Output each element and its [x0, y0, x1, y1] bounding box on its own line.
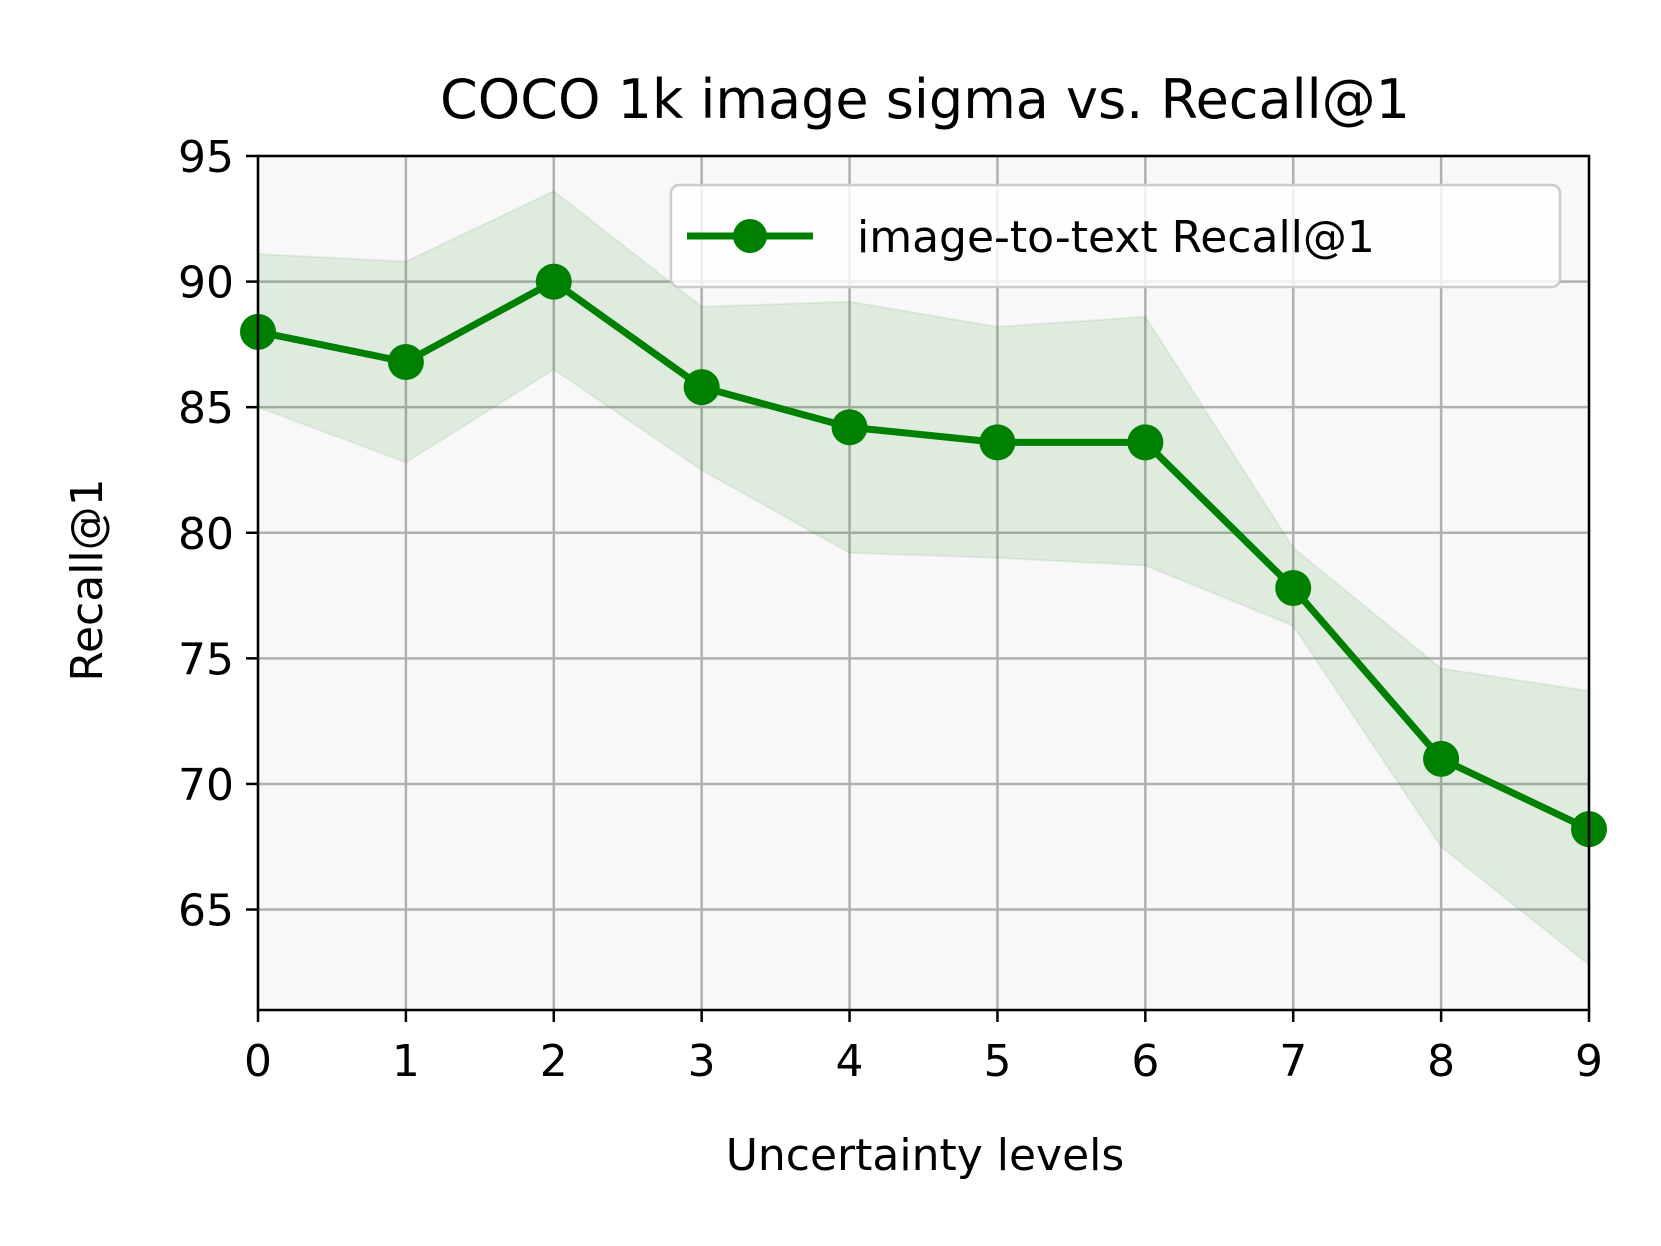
legend-marker-swatch	[733, 219, 767, 253]
legend-entry-label: image-to-text Recall@1	[857, 212, 1375, 263]
x-tick-label: 6	[1131, 1036, 1159, 1087]
y-tick-label: 90	[178, 258, 234, 309]
legend-box	[669, 183, 1562, 289]
x-tick-label: 9	[1575, 1036, 1603, 1087]
y-tick-label: 70	[178, 760, 234, 811]
x-axis-label: Uncertainty levels	[726, 1130, 1125, 1181]
data-point	[1275, 570, 1312, 607]
legend: image-to-text Recall@1	[669, 183, 1562, 289]
data-point	[387, 343, 424, 380]
y-tick-label: 80	[178, 509, 234, 560]
y-axis: 65 70 75 80 85 90 95	[178, 132, 258, 937]
y-tick-label: 65	[178, 886, 234, 937]
data-point	[1423, 740, 1460, 777]
data-point	[683, 369, 720, 406]
plot-area	[258, 156, 1589, 1010]
x-tick-label: 7	[1279, 1036, 1307, 1087]
chart-title: COCO 1k image sigma vs. Recall@1	[440, 68, 1410, 131]
data-point	[831, 409, 868, 446]
x-tick-label: 3	[688, 1036, 716, 1087]
y-axis-label: Recall@1	[62, 478, 113, 681]
y-tick-label: 85	[178, 383, 234, 434]
x-tick-label: 1	[392, 1036, 420, 1087]
y-tick-label: 95	[178, 132, 234, 183]
x-axis: 0 1 2 3 4 5 6 7 8 9	[244, 1010, 1603, 1087]
data-points	[240, 263, 1607, 848]
x-tick-label: 2	[540, 1036, 568, 1087]
y-tick-label: 75	[178, 634, 234, 685]
axes-frame	[256, 154, 1591, 1012]
x-tick-label: 4	[836, 1036, 864, 1087]
data-point	[1127, 424, 1164, 461]
data-point	[979, 424, 1016, 461]
data-point	[535, 263, 572, 300]
x-tick-label: 5	[983, 1036, 1011, 1087]
x-tick-label: 0	[244, 1036, 272, 1087]
x-tick-label: 8	[1427, 1036, 1455, 1087]
series-line	[257, 278, 1591, 833]
